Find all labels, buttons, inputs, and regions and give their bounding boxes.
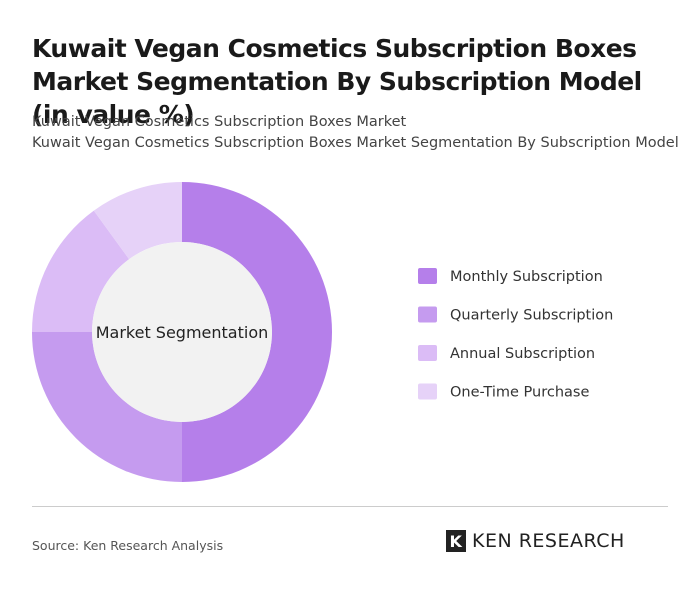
legend-swatch	[418, 306, 437, 323]
legend-swatch	[418, 383, 437, 400]
slice	[32, 210, 130, 332]
legend-label: Monthly Subscription	[450, 269, 603, 285]
brand: K KEN RESEARCH	[446, 530, 625, 552]
divider	[32, 506, 668, 507]
legend-swatch	[418, 345, 437, 361]
legend-swatch	[418, 268, 437, 284]
chart-title: Kuwait Vegan Cosmetics Subscription Boxe…	[32, 34, 642, 129]
source: Source: Ken Research Analysis	[32, 538, 224, 553]
logo: K	[446, 530, 466, 552]
slice	[182, 182, 332, 482]
legend-label: One-Time Purchase	[450, 385, 589, 401]
subtitle: Kuwait Vegan Cosmetics Subscription Boxe…	[32, 114, 407, 130]
legend-label: Annual Subscription	[450, 346, 595, 362]
subtitle: Kuwait Vegan Cosmetics Subscription Boxe…	[32, 135, 679, 151]
slice	[32, 332, 182, 482]
legend-label: Quarterly Subscription	[450, 308, 613, 324]
slice	[93, 182, 182, 260]
donut-center	[92, 242, 272, 422]
center-label: Market Segmentation	[96, 323, 269, 342]
brand-name: KEN RESEARCH	[472, 530, 625, 552]
